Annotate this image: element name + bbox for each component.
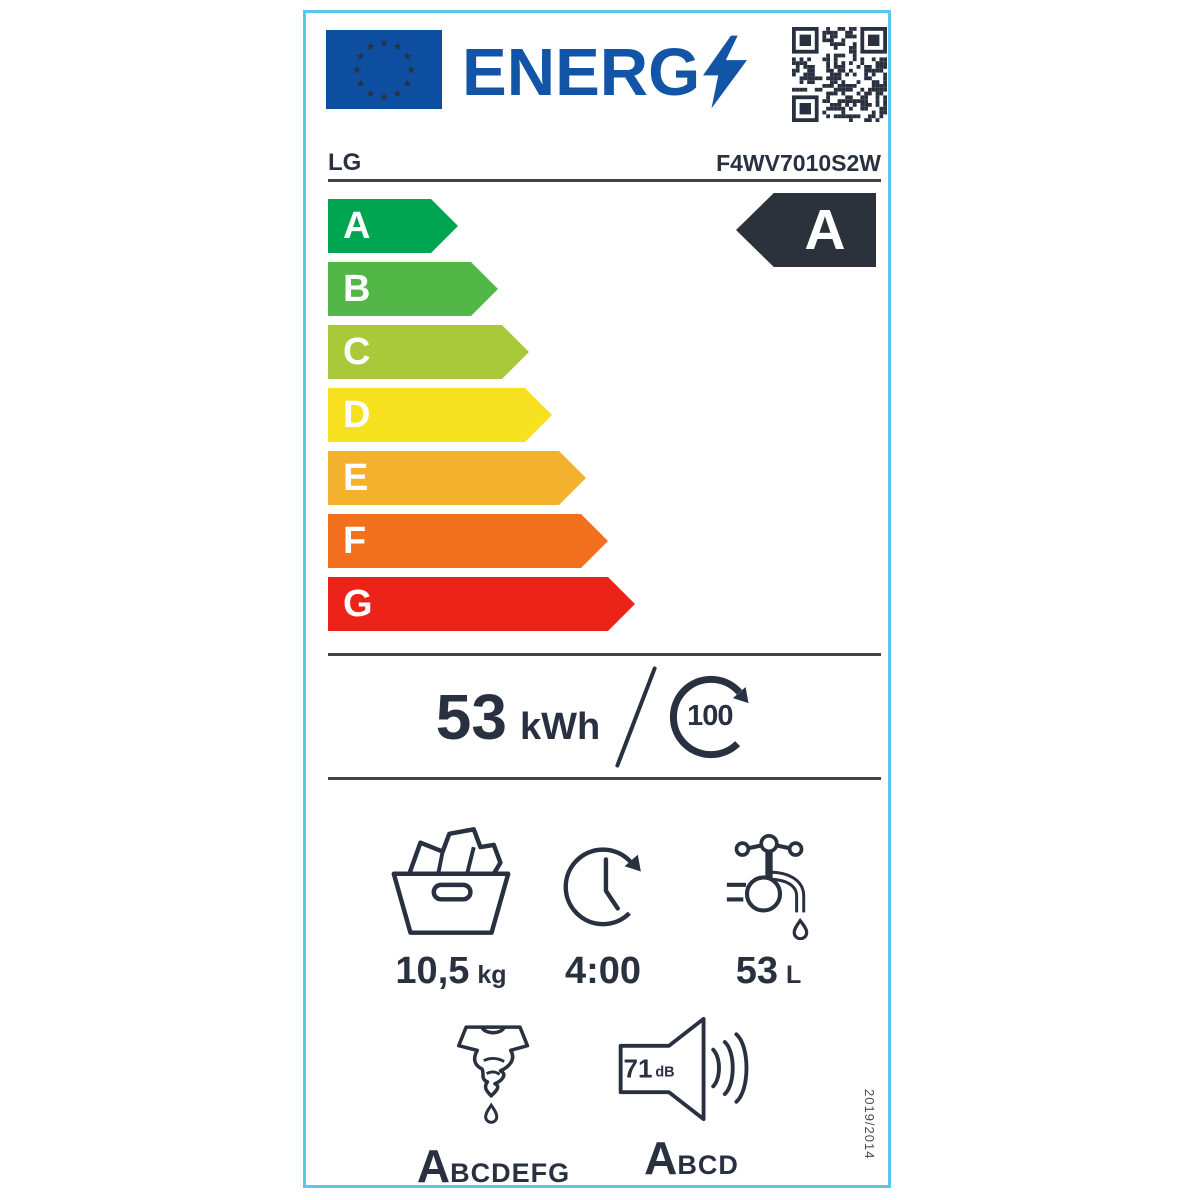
svg-text:★: ★ [366, 41, 376, 53]
class-arrow-a: A [328, 199, 458, 253]
water-tap-icon [726, 834, 808, 940]
eu-flag-icon: ★ ★ ★★ ★★ ★★ ★★ ★★ [326, 30, 442, 109]
class-arrow-f: F [328, 514, 608, 568]
svg-text:★: ★ [366, 88, 376, 100]
water-column: 53 L [696, 808, 841, 993]
divider [328, 653, 881, 656]
class-letter-f: F [343, 520, 367, 562]
cycles-count: 100 [687, 699, 733, 732]
noise-db-unit: dB [655, 1065, 674, 1081]
class-arrow-c: C [328, 325, 529, 379]
noise-grade: A [644, 1132, 678, 1184]
speaker-icon: 71 dB [618, 1016, 748, 1122]
qr-code [792, 27, 887, 122]
svg-text:★: ★ [379, 38, 389, 50]
water-value: 53 [735, 950, 778, 992]
spin-grade: A [416, 1140, 451, 1192]
divider [328, 777, 881, 780]
class-letter-a: A [343, 205, 371, 247]
class-arrow-e: E [328, 451, 586, 505]
capacity-column: 10,5 kg [361, 808, 541, 993]
class-letter-g: G [343, 583, 373, 625]
laundry-basket-icon [391, 826, 511, 935]
spin-column: A BCDEFG [411, 1003, 576, 1193]
noise-column: 71 dB A BCD [594, 998, 789, 1185]
svg-text:★: ★ [379, 92, 389, 104]
svg-text:★: ★ [356, 51, 366, 63]
efficiency-scale: A B C D E F G [328, 199, 635, 640]
class-arrow-g: G [328, 577, 635, 631]
svg-text:★: ★ [402, 78, 412, 90]
svg-text:★: ★ [406, 65, 416, 77]
brand-row: LG F4WV7010S2W [328, 145, 881, 177]
header-rule [328, 179, 881, 182]
clock-history-icon [563, 847, 643, 927]
class-letter-c: C [343, 331, 371, 373]
class-letter-d: D [343, 394, 371, 436]
noise-db-value: 71 [623, 1054, 652, 1084]
class-arrow-b: B [328, 262, 498, 316]
noise-scale-rest: BCD [677, 1150, 739, 1180]
class-letter-e: E [343, 457, 369, 499]
rating-letter: A [804, 198, 846, 262]
spin-scale-rest: BCDEFG [450, 1158, 571, 1188]
class-letter-b: B [343, 268, 371, 310]
brand-name: LG [328, 149, 362, 176]
svg-text:★: ★ [393, 88, 403, 100]
duration-value: 4:00 [564, 950, 642, 992]
duration-column: 4:00 [538, 808, 668, 993]
capacity-unit: kg [477, 961, 507, 989]
svg-text:★: ★ [402, 51, 412, 63]
wrung-shirt-icon [456, 1025, 529, 1124]
capacity-value: 10,5 [395, 950, 470, 992]
water-unit: L [786, 961, 802, 989]
svg-text:★: ★ [352, 65, 362, 77]
energy-logo-text: ENERG [462, 34, 701, 110]
regulation-number: 2019/2014 [862, 1089, 877, 1160]
energy-logo: ENERG [462, 31, 748, 113]
rating-arrow: A [736, 193, 876, 267]
energy-label: ★ ★ ★ ★ ★ ★ ★ ★ ★ ★ ★ ★ ENERG LG F4WV7010S2W A… [303, 10, 891, 1192]
energy-unit: kWh [519, 706, 601, 748]
class-arrow-d: D [328, 388, 552, 442]
svg-text:★: ★ [393, 41, 403, 53]
energy-consumption-row: 53 kWh 100 [306, 661, 888, 773]
svg-text:★: ★ [356, 78, 366, 90]
energy-value: 53 [435, 681, 507, 753]
circular-arrow-100-icon: 100 [664, 670, 758, 764]
model-number: F4WV7010S2W [716, 150, 881, 176]
per-slash [614, 665, 658, 769]
lightning-bolt-icon [703, 35, 748, 109]
